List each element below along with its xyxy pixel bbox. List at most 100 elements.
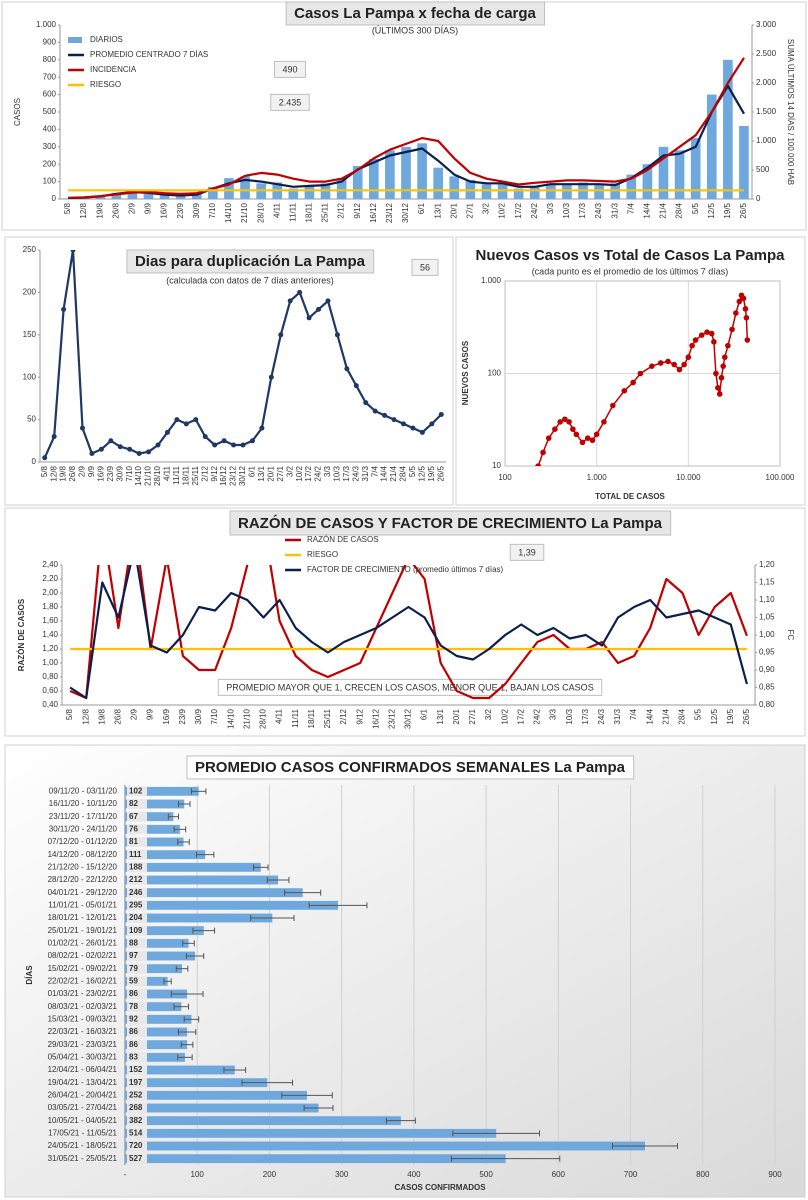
x-tick-label: 24/3 [597,708,606,724]
bar [127,191,138,199]
point [630,379,636,386]
label-box [273,60,307,78]
point [98,446,104,452]
bar [481,184,492,199]
y2-tick-label: 1,00 [759,630,775,639]
y-tick-label: 0 [32,457,37,466]
point [708,330,715,337]
x-tick-label: 19/8 [97,708,106,724]
x-tick-label: 3/2 [285,465,294,477]
x-tick-label: 11/11 [288,202,297,221]
point [344,366,350,372]
y-axis-label: CASOS [13,98,22,126]
point [685,354,692,361]
x-tick-label: 25/11 [191,465,200,485]
point [593,431,600,438]
point [676,366,683,373]
point [155,442,161,448]
x-tick-label: 31/3 [610,202,619,218]
x-tick-label: 9/12 [355,708,364,724]
bar [125,1027,188,1037]
value-label: 92 [129,1014,138,1023]
y2-tick-label: 1,20 [759,560,775,569]
y-tick-label: 500 [43,107,57,116]
point [715,385,721,391]
x-tick-label: 3/2 [482,202,491,214]
x-tick-label: 16/12 [219,465,228,486]
bar [562,185,572,199]
y-tick-label: 22/02/21 - 16/02/21 [48,976,118,985]
line [69,565,748,700]
legend-label: RIESGO [90,80,121,89]
value-label: 720 [129,1141,143,1150]
point [297,289,303,295]
y2-tick-label: 0 [756,194,761,203]
label-box [126,249,375,274]
bar [125,900,339,910]
y-tick-label: 12/04/21 - 06/04/21 [48,1065,118,1074]
x-tick-label: 24/3 [594,202,603,218]
value-label: 97 [129,951,138,960]
y-tick-label: 0 [52,194,57,203]
point [70,250,76,253]
x-tick-label: 3/2 [484,708,493,720]
value-label-box [127,1077,147,1088]
bar [626,174,637,199]
point [657,360,664,366]
plot-area [42,250,444,461]
plot-area [69,565,748,700]
bar [125,1128,497,1138]
y-tick-label: 08/02/21 - 02/02/21 [48,951,118,960]
y2-axis-label: FC [786,630,795,641]
point [716,391,723,397]
value-label-box [127,849,147,860]
bar [433,167,444,199]
value-label-box [127,1065,147,1075]
x-tick-label: 23/12 [229,465,238,486]
bar [690,138,701,199]
point [438,412,444,418]
y-tick-label: 250 [23,245,37,254]
x-tick-label: 30/9 [194,708,203,724]
bar [240,176,250,199]
point [698,332,705,338]
x-tick-label: 27/1 [468,708,477,724]
y-tick-label: 100 [488,369,502,378]
y-tick-label: 16/11/20 - 10/11/20 [49,799,118,808]
x-tick-label: 23/9 [176,202,185,218]
point [743,315,750,321]
x-tick-label: 27/1 [276,465,285,481]
y-tick-label: 14/12/20 - 08/12/20 [48,850,118,859]
bar [125,1052,185,1062]
y-tick-label: 25/01/21 - 19/01/21 [48,926,118,935]
point [306,315,312,321]
x-tick-label: 24/2 [533,708,542,724]
y2-tick-label: 1,15 [759,578,775,587]
point [89,451,95,457]
y-axis-label: DÍAS [25,965,34,985]
bar [125,1090,307,1100]
y-tick-label: 28/12/20 - 22/12/20 [48,875,118,884]
bar [401,146,411,199]
bar [191,193,202,199]
point [240,442,246,448]
y-tick-label: 01/03/21 - 23/02/21 [48,989,118,998]
point [127,446,133,452]
bar [111,192,122,199]
plot-area [535,292,751,466]
x-tick-label: 13/1 [436,708,445,724]
x-tick-label: 21/10 [242,708,251,729]
value-label: 78 [129,1002,138,1011]
x-tick-label: 16/9 [160,202,169,218]
value-label-box [127,887,147,898]
x-tick-label: 24/3 [351,465,360,481]
point [589,437,596,444]
x-tick-label: 14/4 [643,202,652,218]
y-tick-label: 21/12/20 - 15/12/20 [48,862,118,871]
value-label-box [127,900,147,911]
x-tick-label: 5/8 [65,708,74,720]
point [108,438,114,444]
bar [125,837,184,847]
x-tick-label: 16/12 [371,708,380,729]
label-box [285,1,546,26]
